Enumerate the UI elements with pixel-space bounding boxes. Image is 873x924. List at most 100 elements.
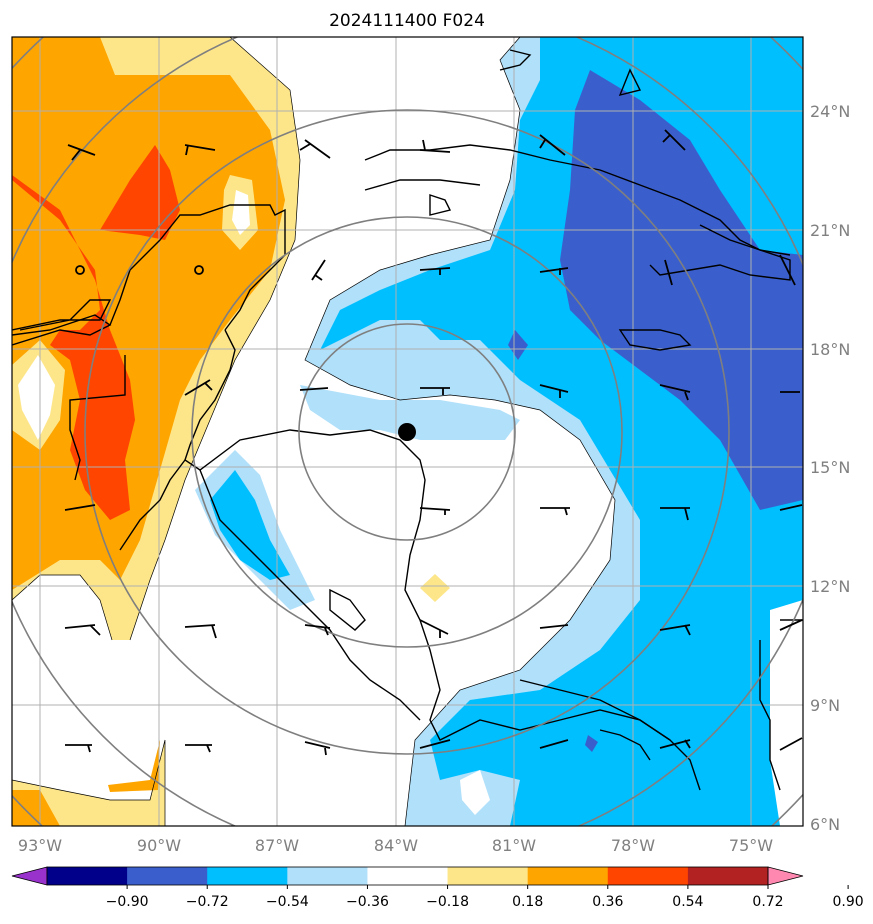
- calm-circle: [194, 265, 204, 275]
- colorbar-segment: [527, 867, 609, 885]
- lon-tick-label: 84°W: [374, 836, 418, 855]
- wind-barb: [184, 624, 217, 639]
- colorbar-tick-label: 0.72: [752, 894, 783, 910]
- wind-barb: [539, 267, 569, 275]
- wind-barb: [419, 267, 451, 275]
- wind-barb: [64, 504, 96, 511]
- contour-blue-small: [508, 330, 528, 360]
- contour-yellow-south: [12, 740, 165, 826]
- colorbar-tick-label: 0.36: [592, 894, 623, 910]
- wind-barb: [664, 259, 673, 286]
- storm-center-marker: [398, 423, 416, 441]
- contour-orange-south: [12, 790, 60, 826]
- colorbar-segment: [607, 867, 689, 885]
- colorbar-segment: [207, 867, 288, 885]
- wind-barb: [185, 744, 212, 753]
- contour-white-colombia: [770, 600, 803, 826]
- lat-tick-label: 18°N: [810, 340, 850, 359]
- contour-light-blue-caribbean: [300, 385, 520, 440]
- contour-white-inner: [460, 770, 490, 815]
- contour-white-yucatan-center: [232, 190, 250, 235]
- wind-barb: [67, 144, 96, 161]
- wind-barb: [420, 387, 450, 395]
- wind-barb: [64, 624, 101, 636]
- wind-barb: [419, 507, 451, 515]
- lon-tick-label: 87°W: [255, 836, 299, 855]
- wind-barb: [779, 254, 796, 286]
- map-title: 2024111400 F024: [329, 11, 485, 31]
- calm-circle: [75, 265, 85, 275]
- colorbar-tick-label: −0.18: [426, 894, 469, 910]
- contour-yellow-diamond: [420, 574, 450, 602]
- wind-barb: [419, 739, 451, 749]
- lon-tick-label: 93°W: [18, 836, 62, 855]
- lat-tick-label: 9°N: [810, 696, 840, 715]
- wind-barb: [660, 507, 690, 521]
- wind-barb: [65, 744, 92, 753]
- wind-barb: [419, 139, 451, 153]
- map-frame: [11, 36, 804, 827]
- wind-barb: [779, 504, 803, 511]
- wind-barb: [184, 144, 216, 156]
- contour-blue-panama: [585, 735, 598, 752]
- colorbar-frame: [46, 866, 769, 886]
- wind-barb: [419, 619, 449, 638]
- graticule: [12, 37, 803, 826]
- calm-markers: [75, 265, 204, 275]
- wind-barb: [662, 129, 686, 151]
- contour-orange-thin: [108, 740, 160, 792]
- lat-tick-label: 21°N: [810, 221, 850, 240]
- colorbar-segment: [287, 867, 368, 885]
- colorbar-segment: [367, 867, 449, 885]
- wind-barb: [779, 737, 803, 751]
- wind-barb: [539, 134, 566, 156]
- wind-barb: [659, 739, 691, 749]
- lat-tick-label: 12°N: [810, 577, 850, 596]
- lon-tick-label: 81°W: [492, 836, 536, 855]
- colorbar-tick-label: −0.54: [266, 894, 309, 910]
- lat-tick-label: 15°N: [810, 458, 850, 477]
- colorbar-tick-label: 0.90: [833, 894, 864, 910]
- wind-barb: [299, 387, 329, 391]
- wind-barb: [540, 507, 570, 516]
- colorbar-tick-label: 0.18: [512, 894, 543, 910]
- colorbar-tick-label: 0.54: [672, 894, 703, 910]
- colorbar-tick-label: −0.36: [346, 894, 389, 910]
- colorbar-segment: [127, 867, 208, 885]
- colorbar-segment: [687, 867, 769, 885]
- wind-barb: [659, 384, 691, 401]
- contour-red-upper: [100, 145, 180, 240]
- lat-tick-labels: 24°N 21°N 18°N 15°N 12°N 9°N 6°N: [810, 102, 850, 834]
- lat-tick-label: 6°N: [810, 815, 840, 834]
- wind-barb: [539, 739, 569, 749]
- wind-barb: [304, 624, 331, 636]
- contour-lines: [12, 37, 616, 826]
- wind-barb: [299, 139, 331, 159]
- colorbar-extend-low: [11, 866, 48, 886]
- wind-barb: [539, 624, 569, 629]
- wind-barb: [779, 619, 803, 631]
- contour-white-mexico-patch: [18, 355, 55, 440]
- colorbar: −0.90 −0.72 −0.54 −0.36 −0.18 0.18 0.36 0.54 0.7…: [11, 866, 864, 910]
- wind-barb: [184, 379, 213, 396]
- contour-red-west: [12, 175, 135, 520]
- colorbar-segment: [447, 867, 529, 885]
- wind-barbs: [64, 129, 803, 756]
- lat-tick-label: 24°N: [810, 102, 850, 121]
- colorbar-segment: [47, 867, 128, 885]
- wind-barb: [539, 384, 569, 398]
- contour-blue-east: [560, 70, 803, 510]
- wind-barb: [304, 741, 331, 756]
- lon-tick-label: 90°W: [137, 836, 181, 855]
- coastlines: [12, 49, 803, 791]
- colorbar-extend-high: [767, 866, 804, 886]
- colorbar-tick-label: −0.72: [186, 894, 229, 910]
- lon-tick-label: 78°W: [611, 836, 655, 855]
- colorbar-tick-label: −0.90: [106, 894, 149, 910]
- lon-tick-label: 75°W: [729, 836, 773, 855]
- contour-cyan-honduras: [210, 470, 290, 580]
- lon-tick-labels: 93°W 90°W 87°W 84°W 81°W 78°W 75°W: [18, 836, 773, 855]
